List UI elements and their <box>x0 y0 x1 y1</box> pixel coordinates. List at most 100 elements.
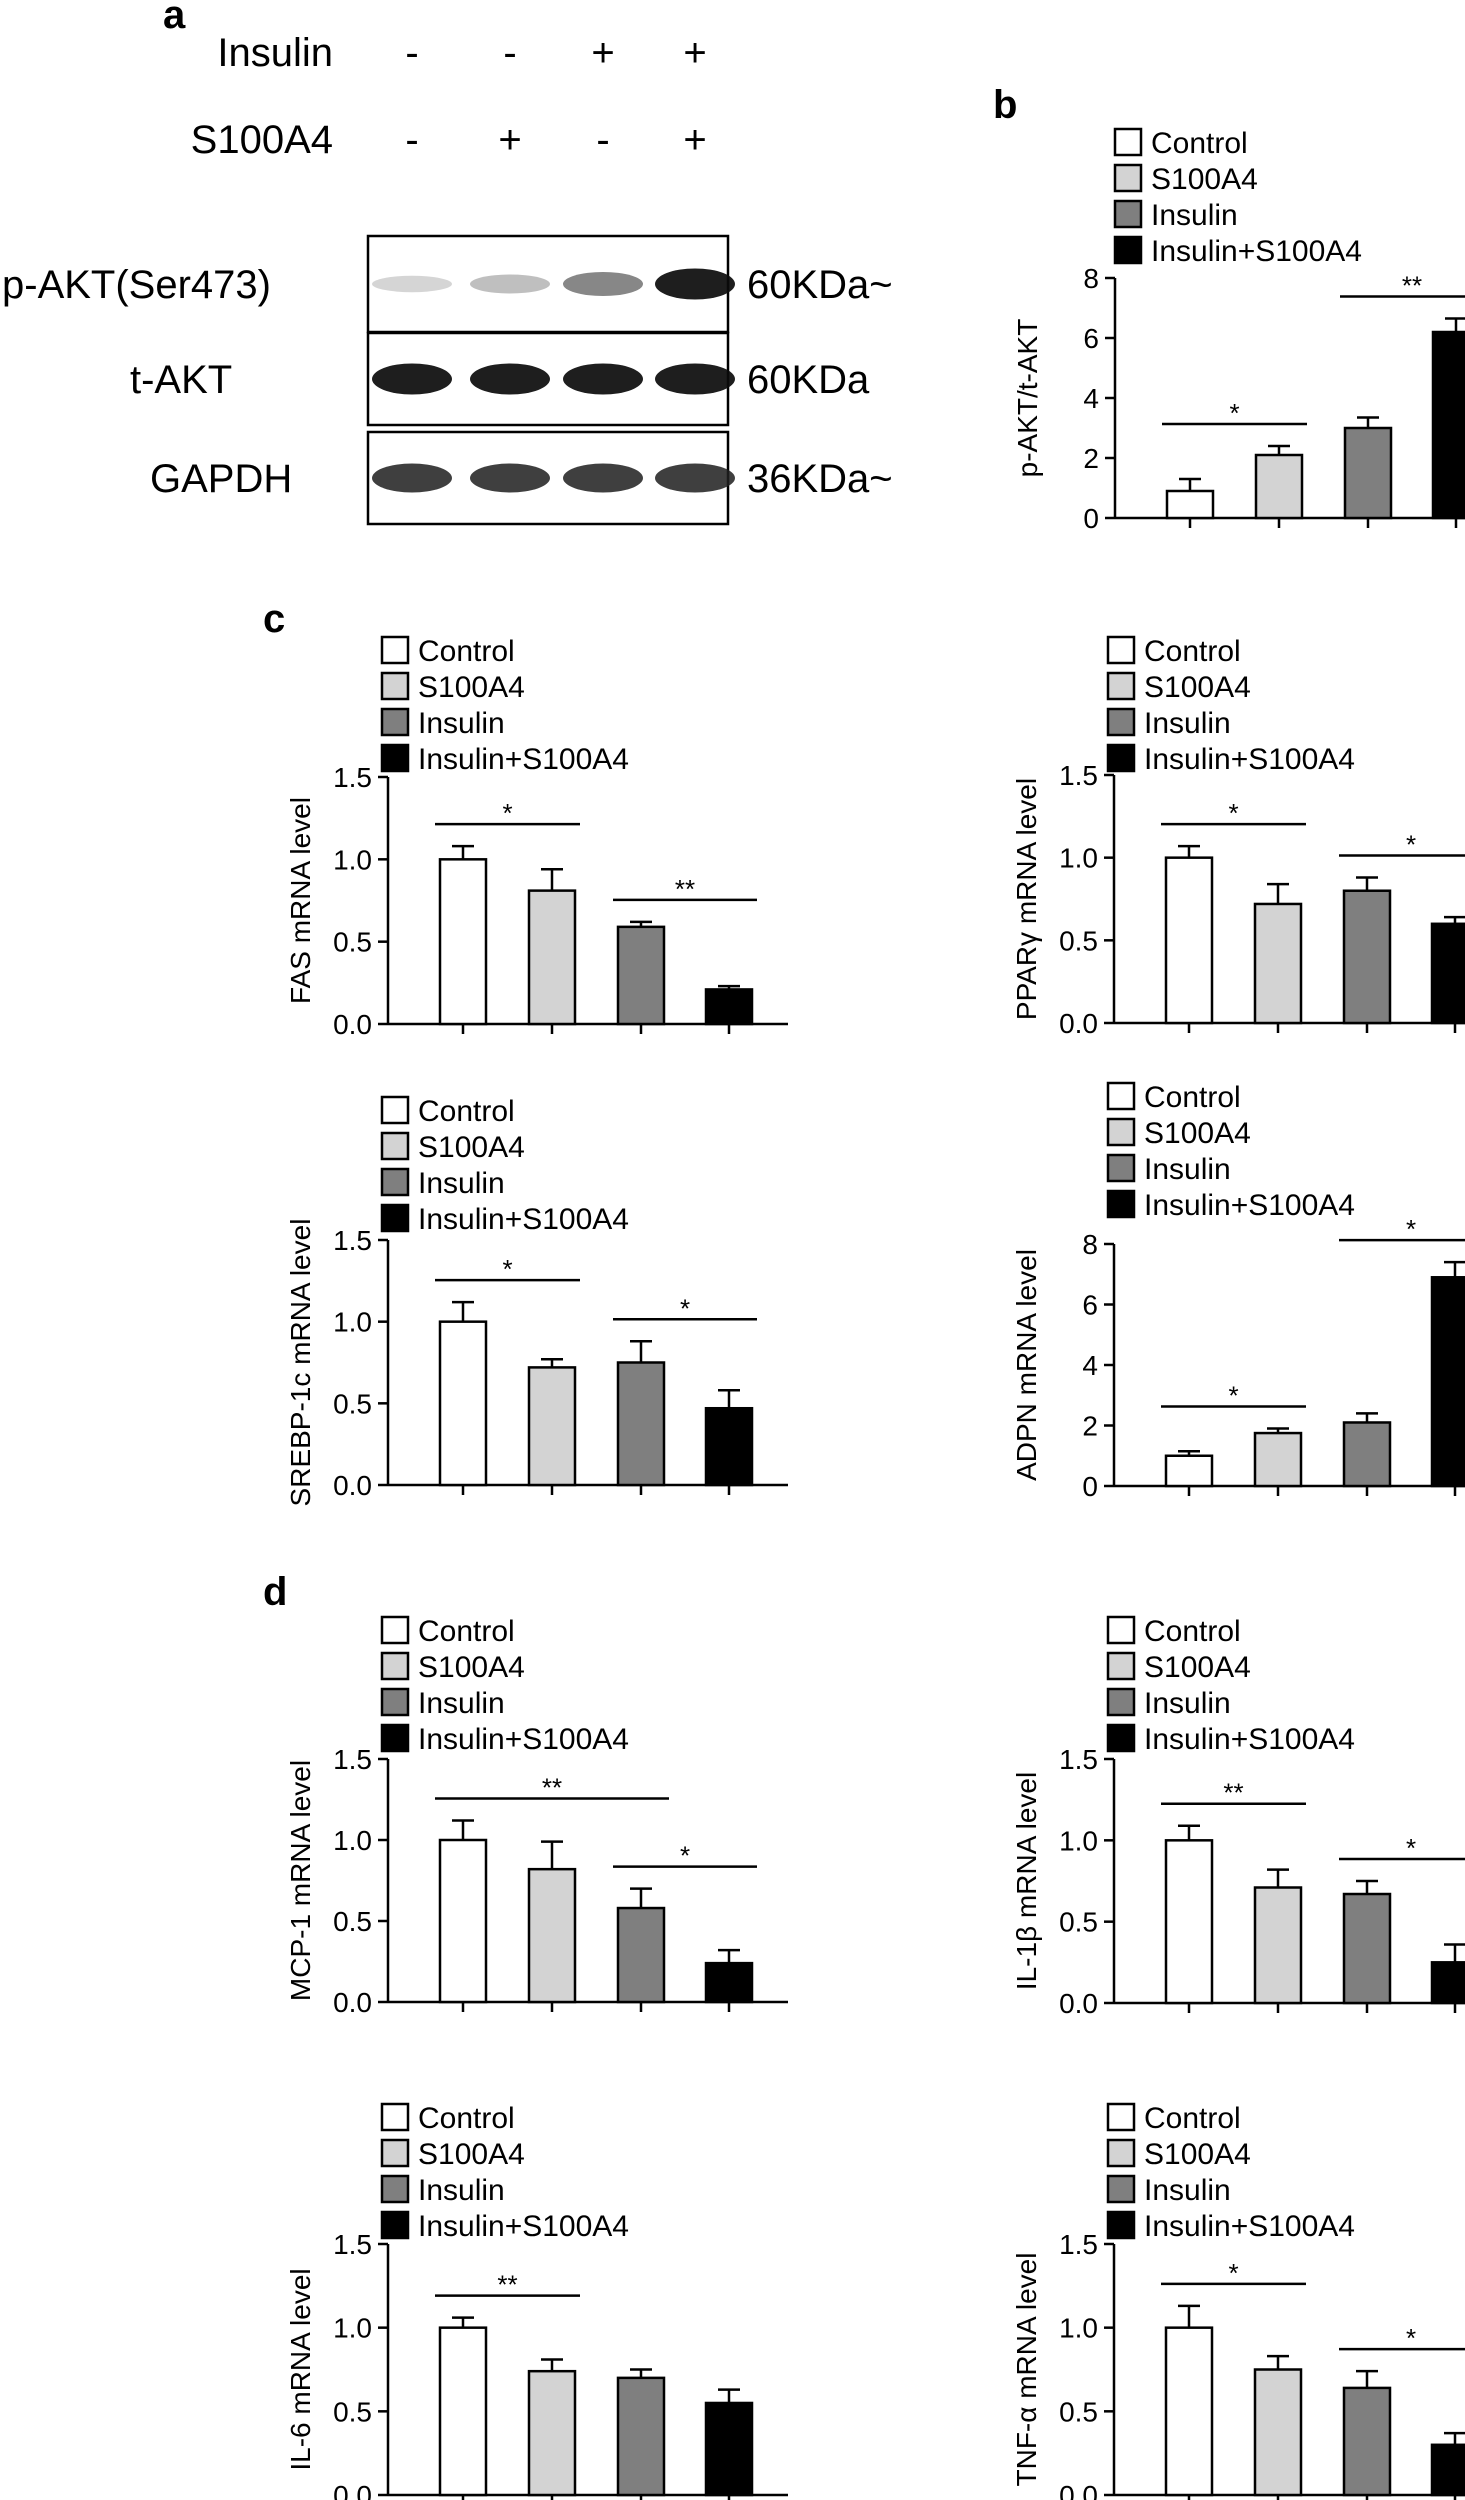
bar <box>1165 489 1215 520</box>
bar <box>704 1406 754 1487</box>
condition-sign: - <box>503 31 516 75</box>
panel-label-a: a <box>163 0 186 37</box>
condition-sign: - <box>405 31 418 75</box>
y-tick-label: 0.0 <box>333 1009 372 1040</box>
blot-band <box>655 463 735 493</box>
significance-label: * <box>1228 2258 1238 2288</box>
legend-swatch <box>380 1131 410 1161</box>
legend-swatch <box>1106 1153 1136 1183</box>
bar <box>616 1361 666 1487</box>
bar <box>1253 1431 1303 1488</box>
legend-label: Control <box>418 2102 515 2135</box>
significance-label: ** <box>497 2270 517 2300</box>
legend-swatch <box>380 707 410 737</box>
y-tick-label: 0.5 <box>1059 925 1098 956</box>
legend-label: Insulin <box>1144 1153 1231 1186</box>
blot-band <box>563 272 643 296</box>
legend-swatch <box>1106 1117 1136 1147</box>
condition-label: Insulin <box>217 31 333 75</box>
y-axis-label: p-AKT/t-AKT <box>1012 319 1043 478</box>
legend-label: S100A4 <box>1144 1651 1251 1684</box>
legend-label: Control <box>418 1095 515 1128</box>
legend-swatch <box>1106 1615 1136 1645</box>
y-tick-label: 0.5 <box>333 927 372 958</box>
legend-label: Control <box>1151 127 1248 160</box>
y-tick-label: 1.5 <box>1059 760 1098 791</box>
legend-label: Insulin <box>1144 707 1231 740</box>
legend-label: Control <box>1144 1081 1241 1114</box>
legend-swatch <box>380 2102 410 2132</box>
legend-swatch <box>1106 707 1136 737</box>
bar <box>438 2326 488 2497</box>
y-tick-label: 1.5 <box>1059 1744 1098 1775</box>
bar <box>1164 856 1214 1025</box>
legend-label: Insulin+S100A4 <box>418 743 629 776</box>
legend-swatch <box>1106 1651 1136 1681</box>
legend-label: S100A4 <box>418 671 525 704</box>
y-tick-label: 0.5 <box>1059 1907 1098 1938</box>
panel-label-c: c <box>263 597 285 641</box>
y-tick-label: 1.5 <box>333 1744 372 1775</box>
legend-label: S100A4 <box>418 2138 525 2171</box>
size-label: 60KDa~ <box>747 263 893 307</box>
condition-sign: + <box>498 118 521 162</box>
y-tick-label: 0 <box>1083 503 1099 534</box>
legend-label: Insulin+S100A4 <box>418 1203 629 1236</box>
y-axis-label: TNF-α mRNA level <box>1011 2253 1042 2487</box>
legend-swatch <box>380 671 410 701</box>
bar <box>438 1320 488 1487</box>
bar <box>1342 2386 1392 2497</box>
bar <box>1342 889 1392 1025</box>
y-tick-label: 1.5 <box>1059 2229 1098 2260</box>
significance-label: ** <box>1402 271 1422 301</box>
legend-label: Insulin+S100A4 <box>1151 235 1362 268</box>
protein-label: p-AKT(Ser473) <box>2 263 271 307</box>
legend-label: Insulin <box>1151 199 1238 232</box>
significance-label: * <box>1406 830 1416 860</box>
y-tick-label: 8 <box>1083 263 1099 294</box>
y-tick-label: 1.5 <box>333 762 372 793</box>
legend-label: Control <box>418 635 515 668</box>
condition-sign: + <box>591 31 614 75</box>
legend-swatch <box>1106 1723 1136 1753</box>
legend-swatch <box>380 1651 410 1681</box>
y-tick-label: 0.5 <box>333 2396 372 2427</box>
legend-label: Insulin <box>418 707 505 740</box>
legend-label: Insulin <box>418 2174 505 2207</box>
y-tick-label: 1.0 <box>1059 2313 1098 2344</box>
bar <box>1342 1892 1392 2005</box>
y-tick-label: 1.5 <box>333 1225 372 1256</box>
bar <box>616 1906 666 2004</box>
legend-swatch <box>380 1615 410 1645</box>
legend-swatch <box>1113 163 1143 193</box>
legend-swatch <box>1106 1081 1136 1111</box>
bar <box>1430 922 1465 1025</box>
y-tick-label: 0.0 <box>333 1470 372 1501</box>
legend-swatch <box>380 2210 410 2240</box>
legend-swatch <box>1106 2174 1136 2204</box>
y-axis-label: SREBP-1c mRNA level <box>285 1219 316 1507</box>
legend-label: Control <box>1144 635 1241 668</box>
bar <box>704 988 754 1026</box>
bar <box>704 2401 754 2497</box>
legend-swatch <box>1106 671 1136 701</box>
legend-label: Control <box>418 1615 515 1648</box>
legend-swatch <box>1106 1189 1136 1219</box>
bar <box>616 2376 666 2497</box>
legend-label: Insulin+S100A4 <box>418 1723 629 1756</box>
y-tick-label: 0.0 <box>1059 1008 1098 1039</box>
bar-charts: ControlS100A4InsulinInsulin+S100A402468p… <box>285 127 1465 2500</box>
y-axis-label: ADPN mRNA level <box>1011 1249 1042 1481</box>
condition-sign: - <box>405 118 418 162</box>
bar <box>1164 1454 1214 1488</box>
bar <box>1254 453 1304 520</box>
bar <box>1253 2368 1303 2497</box>
legend-swatch <box>380 2174 410 2204</box>
bar <box>527 1867 577 2004</box>
y-axis-label: MCP-1 mRNA level <box>285 1760 316 2001</box>
bar <box>1430 1276 1465 1488</box>
